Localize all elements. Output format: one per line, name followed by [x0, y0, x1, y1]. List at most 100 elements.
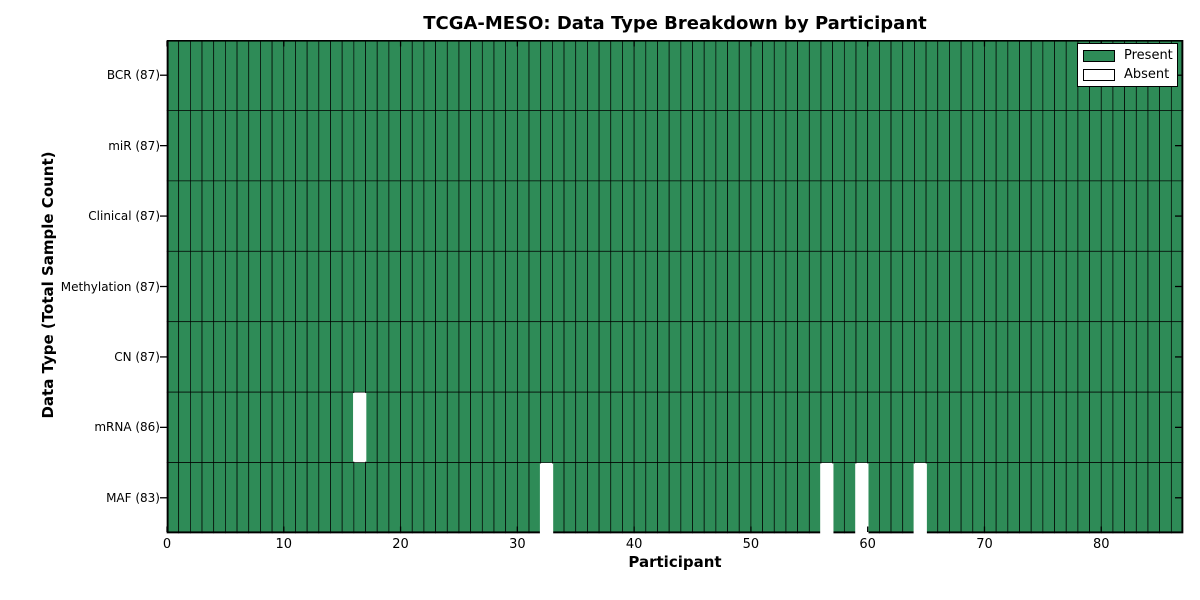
grid-cell-present — [750, 180, 763, 252]
grid-cell-present — [236, 250, 250, 323]
grid-cell-present — [505, 462, 518, 534]
grid-cell-present — [1077, 321, 1090, 393]
grid-cell-present — [598, 321, 612, 393]
grid-cell-present — [318, 321, 331, 393]
grid-cell-present — [1147, 250, 1160, 323]
grid-cell-present — [867, 180, 880, 252]
grid-cell-present — [598, 40, 612, 111]
grid-cell-present — [435, 391, 448, 463]
grid-cell-present — [295, 250, 308, 323]
grid-cell-present — [295, 110, 308, 182]
grid-cell-present — [528, 180, 542, 252]
grid-cell-present — [925, 40, 939, 111]
grid-cell-present — [505, 40, 518, 111]
grid-cell-present — [575, 180, 588, 252]
grid-cell-present — [365, 321, 378, 393]
grid-cell-present — [1135, 250, 1149, 323]
grid-cell-present — [925, 250, 939, 323]
grid-cell-present — [435, 110, 448, 182]
grid-cell-present — [540, 321, 553, 393]
grid-cell-present — [1159, 462, 1172, 534]
grid-cell-present — [937, 321, 950, 393]
grid-cell-present — [587, 391, 600, 463]
grid-cell-present — [213, 110, 226, 182]
grid-cell-present — [867, 462, 880, 534]
grid-cell-present — [949, 40, 962, 111]
grid-cell-present — [937, 250, 950, 323]
grid-cell-present — [1030, 110, 1044, 182]
grid-cell-present — [271, 110, 285, 182]
grid-cell-present — [645, 321, 658, 393]
grid-cell-present — [984, 321, 997, 393]
grid-cell-present — [1089, 110, 1102, 182]
grid-cell-present — [715, 391, 728, 463]
grid-cell-present — [528, 40, 542, 111]
grid-cell-present — [516, 110, 530, 182]
grid-cell-present — [867, 110, 880, 182]
legend-item: Present — [1083, 46, 1177, 65]
grid-cell-present — [190, 180, 203, 252]
grid-cell-present — [260, 250, 273, 323]
grid-cell-present — [633, 462, 647, 534]
grid-cell-present — [201, 110, 215, 182]
grid-cell-present — [960, 250, 974, 323]
grid-cell-present — [341, 321, 355, 393]
grid-cell-present — [984, 180, 997, 252]
grid-cell-present — [260, 462, 273, 534]
grid-cell-present — [1100, 321, 1114, 393]
grid-cell-present — [762, 180, 775, 252]
grid-cell-present — [1147, 110, 1160, 182]
grid-cell-present — [879, 40, 892, 111]
grid-cell-present — [190, 40, 203, 111]
grid-cell-present — [890, 391, 904, 463]
grid-cell-present — [365, 180, 378, 252]
grid-cell-present — [236, 40, 250, 111]
grid-cell-present — [890, 462, 904, 534]
grid-cell-present — [715, 321, 728, 393]
grid-cell-present — [925, 180, 939, 252]
grid-cell-present — [960, 391, 974, 463]
grid-cell-present — [563, 391, 577, 463]
grid-cell-present — [470, 40, 483, 111]
x-tick-label: 10 — [275, 537, 293, 552]
grid-cell-present — [575, 40, 588, 111]
grid-cell-present — [236, 391, 250, 463]
grid-cell-present — [995, 40, 1009, 111]
grid-cell-present — [552, 250, 565, 323]
grid-cell-present — [703, 250, 717, 323]
grid-cell-present — [166, 40, 180, 111]
grid-cell-present — [1054, 40, 1067, 111]
heatmap-grid — [160, 40, 1184, 536]
grid-cell-present — [516, 391, 530, 463]
grid-cell-present — [318, 110, 331, 182]
grid-cell-present — [236, 110, 250, 182]
grid-cell-present — [1054, 391, 1067, 463]
grid-cell-present — [388, 321, 401, 393]
grid-cell-present — [213, 250, 226, 323]
grid-cell-present — [1159, 250, 1172, 323]
grid-cell-present — [1135, 321, 1149, 393]
grid-cell-present — [622, 250, 635, 323]
grid-cell-present — [365, 250, 378, 323]
grid-cell-present — [1135, 462, 1149, 534]
grid-cell-present — [995, 321, 1009, 393]
grid-cell-present — [949, 321, 962, 393]
grid-cell-present — [435, 462, 448, 534]
grid-cell-present — [1089, 250, 1102, 323]
y-tick-label-BCR: BCR (87) — [106, 68, 160, 83]
grid-cell-present — [785, 321, 798, 393]
grid-cell-present — [1147, 391, 1160, 463]
grid-cell-present — [785, 391, 798, 463]
grid-cell-present — [622, 40, 635, 111]
grid-cell-present — [1042, 250, 1055, 323]
grid-cell-present — [552, 462, 565, 534]
grid-cell-present — [879, 321, 892, 393]
grid-cell-present — [458, 40, 471, 111]
grid-cell-present — [1054, 110, 1067, 182]
grid-cell-present — [271, 462, 285, 534]
grid-cell-present — [587, 110, 600, 182]
grid-cell-present — [1042, 40, 1055, 111]
legend-swatch-icon — [1083, 68, 1115, 81]
grid-cell-present — [657, 462, 670, 534]
grid-cell-present — [633, 321, 647, 393]
